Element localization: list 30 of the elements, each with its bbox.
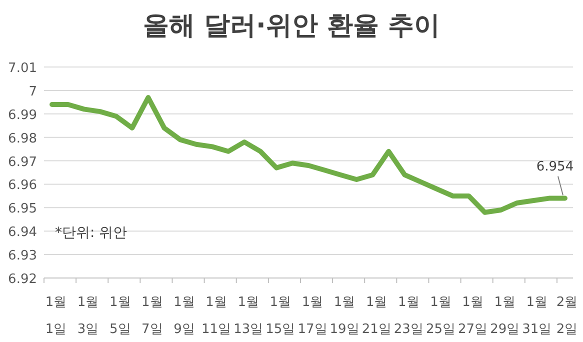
x-tick-label: 1월 11일	[202, 295, 232, 337]
y-tick-label: 6.95	[8, 202, 37, 217]
x-tick-label: 1월 9일	[174, 295, 195, 337]
y-tick-label: 6.99	[8, 108, 37, 123]
x-tick-label: 2월 2일	[556, 295, 578, 337]
x-tick-label: 1월 25일	[426, 295, 456, 337]
x-tick-label: 1월 7일	[142, 295, 163, 337]
x-tick-label: 1월 3일	[77, 295, 99, 337]
y-tick-label: 6.96	[8, 178, 37, 194]
annotation: *단위: 위안	[55, 225, 128, 241]
x-tick-label: 1월 15일	[266, 295, 296, 337]
y-tick-label: 7.01	[8, 61, 37, 76]
x-tick-label: 1월 13일	[234, 295, 264, 337]
x-tick-label: 1월 31일	[522, 295, 552, 337]
x-tick-label: 1월 29일	[490, 295, 520, 337]
x-tick-label: 1월 21일	[362, 295, 392, 337]
data-label: 6.954	[536, 159, 574, 174]
y-tick-label: 6.98	[8, 131, 37, 146]
y-tick-label: 6.94	[8, 225, 37, 240]
x-tick-label: 1월 27일	[458, 295, 488, 337]
x-tick-label: 1월 17일	[298, 295, 328, 337]
x-tick-label: 1월 1일	[45, 295, 67, 337]
chart-title: 올해 달러·위안 환율 추이	[142, 11, 440, 41]
x-tick-label: 1월 5일	[109, 295, 131, 337]
x-tick-label: 1월 23일	[394, 295, 424, 337]
x-tick-label: 1월 19일	[330, 295, 360, 337]
y-tick-label: 6.97	[8, 154, 37, 170]
y-tick-label: 7	[28, 84, 37, 100]
y-tick-label: 6.93	[8, 248, 37, 264]
y-tick-label: 6.92	[8, 272, 37, 287]
